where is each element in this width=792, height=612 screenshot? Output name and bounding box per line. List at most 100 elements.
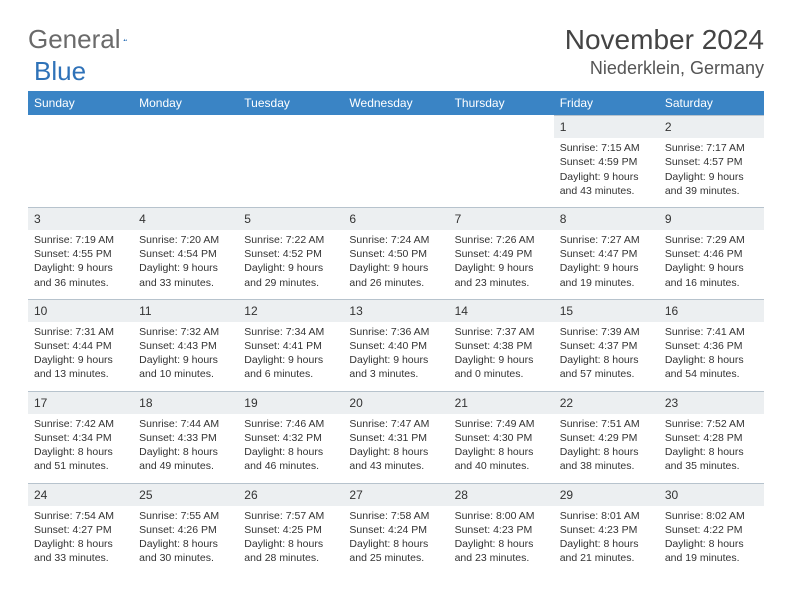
sunrise-label: Sunrise: 8:02 AM [665, 509, 758, 523]
sunset-label: Sunset: 4:36 PM [665, 339, 758, 353]
day-body: Sunrise: 7:41 AMSunset: 4:36 PMDaylight:… [659, 322, 764, 391]
calendar-week-row: 3Sunrise: 7:19 AMSunset: 4:55 PMDaylight… [28, 207, 764, 299]
day-number: 6 [343, 207, 448, 230]
day-body: Sunrise: 7:46 AMSunset: 4:32 PMDaylight:… [238, 414, 343, 483]
daylight-label: Daylight: 8 hours [349, 445, 442, 459]
day-number: 7 [449, 207, 554, 230]
title-block: November 2024 Niederklein, Germany [565, 24, 764, 79]
day-number: 10 [28, 299, 133, 322]
daylight-label: and 57 minutes. [560, 367, 653, 381]
day-body: Sunrise: 7:22 AMSunset: 4:52 PMDaylight:… [238, 230, 343, 299]
daylight-label: Daylight: 8 hours [560, 445, 653, 459]
calendar-day-cell: 24Sunrise: 7:54 AMSunset: 4:27 PMDayligh… [28, 483, 133, 575]
location-label: Niederklein, Germany [565, 58, 764, 79]
sunrise-label: Sunrise: 7:29 AM [665, 233, 758, 247]
day-number: 19 [238, 391, 343, 414]
calendar-day-cell: 16Sunrise: 7:41 AMSunset: 4:36 PMDayligh… [659, 299, 764, 391]
day-number: 8 [554, 207, 659, 230]
sunrise-label: Sunrise: 7:49 AM [455, 417, 548, 431]
daylight-label: and 43 minutes. [349, 459, 442, 473]
daylight-label: Daylight: 9 hours [665, 261, 758, 275]
calendar-day-cell: 7Sunrise: 7:26 AMSunset: 4:49 PMDaylight… [449, 207, 554, 299]
day-number: 24 [28, 483, 133, 506]
daylight-label: and 51 minutes. [34, 459, 127, 473]
sunrise-label: Sunrise: 7:34 AM [244, 325, 337, 339]
calendar-day-cell: 26Sunrise: 7:57 AMSunset: 4:25 PMDayligh… [238, 483, 343, 575]
daylight-label: and 49 minutes. [139, 459, 232, 473]
header: General November 2024 Niederklein, Germa… [28, 24, 764, 79]
daylight-label: Daylight: 8 hours [244, 445, 337, 459]
day-body: Sunrise: 7:58 AMSunset: 4:24 PMDaylight:… [343, 506, 448, 575]
daylight-label: and 13 minutes. [34, 367, 127, 381]
day-body [28, 138, 133, 150]
day-number: 29 [554, 483, 659, 506]
day-number: 18 [133, 391, 238, 414]
calendar-day-cell: 1Sunrise: 7:15 AMSunset: 4:59 PMDaylight… [554, 115, 659, 207]
daylight-label: and 35 minutes. [665, 459, 758, 473]
daylight-label: and 38 minutes. [560, 459, 653, 473]
day-number: 26 [238, 483, 343, 506]
month-title: November 2024 [565, 24, 764, 56]
sunrise-label: Sunrise: 7:55 AM [139, 509, 232, 523]
sunset-label: Sunset: 4:41 PM [244, 339, 337, 353]
sunset-label: Sunset: 4:27 PM [34, 523, 127, 537]
daylight-label: and 3 minutes. [349, 367, 442, 381]
daylight-label: and 25 minutes. [349, 551, 442, 565]
day-number: 4 [133, 207, 238, 230]
calendar-week-row: 1Sunrise: 7:15 AMSunset: 4:59 PMDaylight… [28, 115, 764, 207]
sunset-label: Sunset: 4:47 PM [560, 247, 653, 261]
day-number: 9 [659, 207, 764, 230]
sunrise-label: Sunrise: 7:41 AM [665, 325, 758, 339]
logo: General [28, 24, 147, 55]
day-body: Sunrise: 8:01 AMSunset: 4:23 PMDaylight:… [554, 506, 659, 575]
sunrise-label: Sunrise: 7:46 AM [244, 417, 337, 431]
daylight-label: Daylight: 8 hours [139, 445, 232, 459]
day-number: 25 [133, 483, 238, 506]
sunrise-label: Sunrise: 8:00 AM [455, 509, 548, 523]
daylight-label: Daylight: 9 hours [665, 170, 758, 184]
daylight-label: and 39 minutes. [665, 184, 758, 198]
sunset-label: Sunset: 4:23 PM [560, 523, 653, 537]
daylight-label: Daylight: 8 hours [560, 353, 653, 367]
calendar-day-cell: 23Sunrise: 7:52 AMSunset: 4:28 PMDayligh… [659, 391, 764, 483]
day-body [343, 138, 448, 150]
daylight-label: and 19 minutes. [665, 551, 758, 565]
sunset-label: Sunset: 4:30 PM [455, 431, 548, 445]
sunrise-label: Sunrise: 7:52 AM [665, 417, 758, 431]
calendar-day-cell [449, 115, 554, 207]
day-body: Sunrise: 7:24 AMSunset: 4:50 PMDaylight:… [343, 230, 448, 299]
sunset-label: Sunset: 4:28 PM [665, 431, 758, 445]
sunset-label: Sunset: 4:44 PM [34, 339, 127, 353]
calendar-day-cell: 4Sunrise: 7:20 AMSunset: 4:54 PMDaylight… [133, 207, 238, 299]
sunrise-label: Sunrise: 7:20 AM [139, 233, 232, 247]
daylight-label: Daylight: 9 hours [349, 353, 442, 367]
calendar-day-cell: 11Sunrise: 7:32 AMSunset: 4:43 PMDayligh… [133, 299, 238, 391]
sunrise-label: Sunrise: 7:19 AM [34, 233, 127, 247]
day-body: Sunrise: 7:55 AMSunset: 4:26 PMDaylight:… [133, 506, 238, 575]
daylight-label: Daylight: 8 hours [34, 445, 127, 459]
day-body: Sunrise: 7:26 AMSunset: 4:49 PMDaylight:… [449, 230, 554, 299]
daylight-label: and 54 minutes. [665, 367, 758, 381]
daylight-label: Daylight: 9 hours [244, 261, 337, 275]
calendar-day-cell: 10Sunrise: 7:31 AMSunset: 4:44 PMDayligh… [28, 299, 133, 391]
daylight-label: and 33 minutes. [34, 551, 127, 565]
daylight-label: and 43 minutes. [560, 184, 653, 198]
calendar-day-cell: 20Sunrise: 7:47 AMSunset: 4:31 PMDayligh… [343, 391, 448, 483]
calendar-week-row: 24Sunrise: 7:54 AMSunset: 4:27 PMDayligh… [28, 483, 764, 575]
day-body: Sunrise: 7:32 AMSunset: 4:43 PMDaylight:… [133, 322, 238, 391]
calendar-day-cell: 28Sunrise: 8:00 AMSunset: 4:23 PMDayligh… [449, 483, 554, 575]
sunrise-label: Sunrise: 7:37 AM [455, 325, 548, 339]
daylight-label: Daylight: 9 hours [455, 261, 548, 275]
daylight-label: and 40 minutes. [455, 459, 548, 473]
daylight-label: Daylight: 9 hours [560, 261, 653, 275]
calendar-day-cell: 17Sunrise: 7:42 AMSunset: 4:34 PMDayligh… [28, 391, 133, 483]
daylight-label: Daylight: 9 hours [34, 261, 127, 275]
day-number: 17 [28, 391, 133, 414]
daylight-label: Daylight: 8 hours [455, 537, 548, 551]
sunset-label: Sunset: 4:55 PM [34, 247, 127, 261]
day-body: Sunrise: 7:34 AMSunset: 4:41 PMDaylight:… [238, 322, 343, 391]
sunrise-label: Sunrise: 7:22 AM [244, 233, 337, 247]
day-body [238, 138, 343, 150]
sunrise-label: Sunrise: 7:51 AM [560, 417, 653, 431]
day-body: Sunrise: 7:54 AMSunset: 4:27 PMDaylight:… [28, 506, 133, 575]
